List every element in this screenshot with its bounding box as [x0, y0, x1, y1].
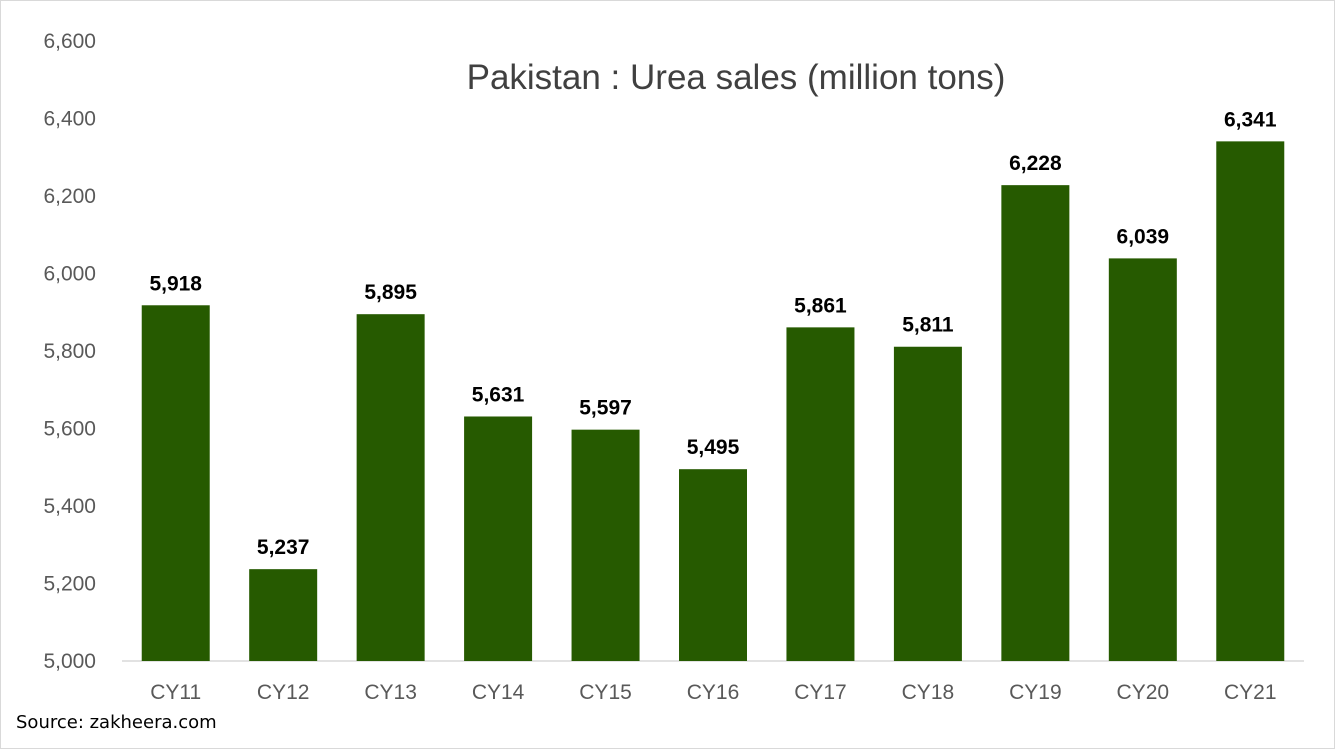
chart-title: Pakistan : Urea sales (million tons): [467, 58, 1006, 97]
y-axis: 5,000 5,200 5,400 5,600 5,800 6,000 6,200 6,400…: [43, 30, 96, 673]
y-tick-label: 6,400: [43, 108, 96, 131]
data-label: 5,495: [687, 436, 740, 459]
data-label: 5,895: [364, 281, 417, 304]
bar: [249, 569, 318, 661]
x-tick-label: CY12: [257, 681, 310, 704]
bar: [679, 469, 747, 661]
data-label: 6,039: [1117, 225, 1170, 248]
y-tick-label: 6,200: [43, 185, 96, 208]
x-tick-label: CY14: [472, 681, 525, 704]
data-labels: 5,918 5,237 5,895 5,631 5,597 5,495 5,861 5,811…: [149, 108, 1276, 559]
bar: [356, 314, 425, 661]
x-tick-label: CY15: [579, 681, 632, 704]
data-label: 5,237: [257, 536, 310, 559]
data-label: 6,228: [1009, 152, 1062, 175]
data-label: 5,861: [794, 294, 847, 317]
bars: [141, 141, 1285, 662]
x-tick-label: CY18: [902, 681, 955, 704]
y-tick-label: 5,200: [43, 573, 96, 596]
x-axis: CY11 CY12 CY13 CY14 CY15 CY16 CY17 CY18 CY19 CY20…: [150, 681, 1276, 704]
bar: [786, 327, 855, 661]
y-tick-label: 5,400: [43, 495, 96, 518]
y-tick-label: 6,600: [43, 30, 96, 53]
bar: [464, 416, 533, 661]
data-label: 6,341: [1224, 108, 1277, 131]
x-tick-label: CY11: [150, 681, 201, 704]
bar: [893, 346, 962, 661]
y-tick-label: 5,800: [43, 340, 96, 363]
x-tick-label: CY21: [1224, 681, 1277, 704]
bar: [1216, 141, 1285, 662]
y-tick-label: 5,000: [43, 650, 96, 673]
x-tick-label: CY19: [1009, 681, 1062, 704]
data-label: 5,597: [579, 397, 632, 420]
x-tick-label: CY13: [364, 681, 417, 704]
data-label: 5,811: [902, 314, 954, 337]
bar: [1108, 258, 1177, 661]
y-tick-label: 5,600: [43, 418, 96, 441]
x-tick-label: CY20: [1117, 681, 1170, 704]
data-label: 5,631: [472, 383, 525, 406]
bar: [141, 305, 210, 661]
y-tick-label: 6,000: [43, 263, 96, 286]
bar: [1001, 185, 1070, 661]
x-tick-label: CY16: [687, 681, 740, 704]
x-tick-label: CY17: [794, 681, 847, 704]
data-label: 5,918: [149, 272, 202, 295]
source-note: Source: zakheera.com: [16, 712, 217, 733]
bar: [571, 429, 640, 661]
